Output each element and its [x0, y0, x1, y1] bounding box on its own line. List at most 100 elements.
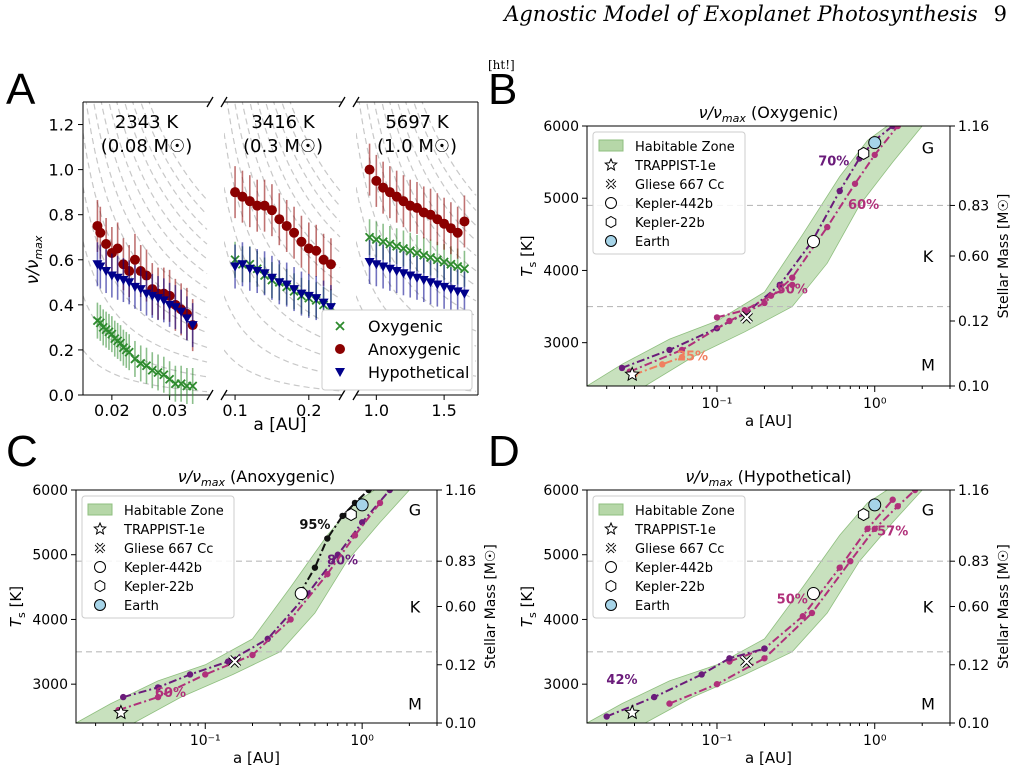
bg-dashed-curve	[405, 102, 477, 227]
anoxygenic-point	[281, 220, 292, 231]
iso-point	[889, 126, 896, 130]
iso-line-label: 25%	[677, 350, 708, 365]
iso-line	[118, 502, 381, 712]
iso-point	[666, 346, 673, 354]
legend-swatch	[87, 503, 113, 516]
panel-c: C 95% 80% 60% M K G 3000 4000 5000 6000 0.10 0.12 0.6…	[6, 427, 499, 767]
iso-point	[767, 292, 775, 299]
oxygenic-point	[398, 243, 409, 254]
bg-dashed-curve	[381, 102, 477, 272]
y-tick-label: 0.8	[49, 206, 74, 225]
anoxygenic-point	[296, 236, 307, 247]
legend-label: Earth	[635, 235, 670, 250]
iso-point	[871, 525, 878, 533]
y-tick-label: 6000	[543, 483, 579, 499]
legend-marker-inner	[95, 543, 105, 553]
iso-point	[894, 126, 901, 130]
y-tick-label: 5000	[543, 548, 579, 564]
bg-dashed-curve	[397, 102, 477, 242]
hypothetical-point	[325, 303, 336, 313]
hz-legend: Habitable Zone TRAPPIST-1e Gliese 667 Cc Ke…	[592, 495, 746, 619]
region-m: M	[921, 695, 935, 714]
y-tick-label: 1.2	[49, 116, 74, 135]
panel-b: B 70% 60% 50% 25% M K G 3000 4000 5000 6000 0.10 0.12…	[488, 65, 1012, 430]
hypothetical-point	[303, 291, 314, 301]
kepler-22b-marker	[345, 508, 357, 522]
oxygenic-point	[439, 257, 449, 267]
panel-a-ylabel: ν/νmax	[23, 235, 45, 284]
panel-d: D 57% 50% 42% M K G 3000 4000 5000 6000 0.10 0.12 0.6…	[488, 427, 1012, 767]
trappist-1e-marker	[624, 704, 641, 720]
hypothetical-point	[364, 258, 375, 268]
legend-label: Kepler-22b	[124, 580, 194, 595]
x-tick-label: 0.2	[296, 401, 321, 420]
hypothetical-point	[452, 287, 463, 297]
hypothetical-point	[296, 289, 307, 299]
hypothetical-point	[432, 280, 443, 290]
hypothetical-point	[274, 278, 285, 288]
iso-point	[808, 609, 816, 617]
y-tick-label: 0.6	[49, 251, 74, 270]
iso-line-label: 57%	[877, 524, 908, 539]
legend-marker	[605, 599, 617, 611]
hypothetical-point	[405, 271, 416, 281]
kepler-22b-marker	[857, 508, 870, 522]
legend-label: Earth	[635, 599, 670, 614]
iso-point	[324, 535, 331, 542]
iso-point	[889, 496, 896, 503]
legend-label: TRAPPIST-1e	[123, 523, 205, 538]
oxygenic-point	[385, 239, 395, 249]
iso-point	[154, 693, 162, 701]
axis-break	[206, 96, 214, 108]
segment-title: 3416 K	[251, 112, 316, 133]
bg-dashed-curve	[148, 102, 208, 201]
earth-marker	[868, 136, 882, 150]
hypothetical-point	[391, 267, 402, 277]
oxygenic-point	[136, 358, 146, 369]
legend-label: Kepler-22b	[635, 580, 705, 595]
y-tick-right-label: 0.10	[958, 716, 989, 732]
legend-label: Hypothetical	[368, 363, 469, 382]
oxygenic-point	[188, 381, 198, 391]
iso-point	[836, 187, 843, 195]
y-tick-label: 0.0	[49, 386, 74, 405]
iso-line-label: 60%	[848, 198, 879, 213]
iso-point	[789, 274, 796, 281]
y-tick-right-label: 0.12	[445, 658, 476, 674]
legend-box	[81, 495, 235, 619]
iso-point	[358, 519, 366, 526]
hypothetical-point	[230, 262, 241, 272]
legend-marker-inner	[606, 543, 616, 553]
legend-label: Anoxygenic	[368, 340, 461, 359]
legend-marker-inner	[606, 179, 616, 189]
legend-swatch	[598, 139, 624, 152]
legend-label: Gliese 667 Cc	[635, 542, 724, 557]
legend-label: TRAPPIST-1e	[634, 523, 716, 538]
anoxygenic-point	[459, 216, 470, 227]
iso-point	[154, 684, 162, 691]
hypothetical-point	[181, 314, 192, 324]
page-number: 9	[993, 2, 1007, 26]
hypothetical-point	[259, 269, 270, 279]
iso-point	[678, 353, 686, 361]
oxygenic-point	[412, 248, 422, 258]
y-tick-label: 0.2	[49, 341, 74, 360]
y-tick-label: 5000	[543, 191, 579, 207]
oxygenic-point	[153, 367, 163, 378]
iso-point	[799, 613, 807, 620]
hypothetical-point	[129, 282, 140, 292]
bg-dashed-curve	[234, 102, 341, 300]
legend-label: Habitable Zone	[635, 504, 735, 519]
hypothetical-point	[153, 294, 164, 304]
y-tick-label: 3000	[32, 677, 68, 693]
hypothetical-point	[141, 289, 152, 299]
bg-dashed-curve	[421, 102, 477, 196]
iso-line	[729, 499, 894, 663]
iso-point	[249, 651, 256, 659]
panel-title: ν/νmax (Oxygenic)	[699, 103, 839, 125]
oxygenic-point	[364, 232, 375, 242]
y-tick-label: 1.0	[49, 161, 74, 180]
y-tick-label: 6000	[543, 119, 579, 135]
iso-line	[298, 490, 370, 595]
